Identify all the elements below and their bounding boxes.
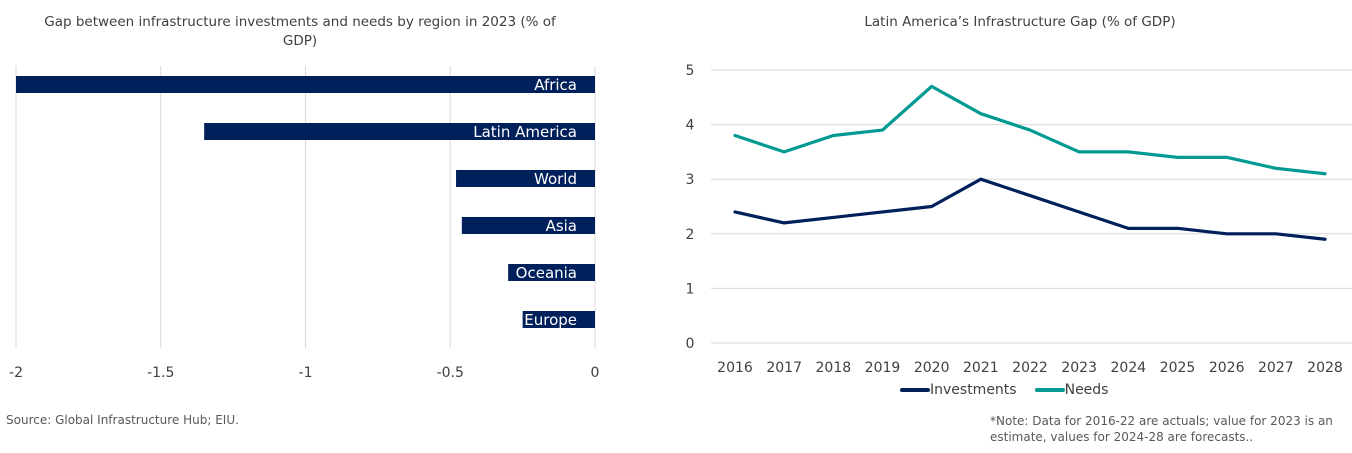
line-chart-title: Latin America’s Infrastructure Gap (% of… [864,14,1176,30]
x-tick-label: 2027 [1258,360,1294,376]
x-tick-label: 2019 [865,360,901,376]
x-tick-label: 2020 [914,360,950,376]
legend-label-needs: Needs [1064,382,1109,398]
bar-label: World [534,170,577,188]
y-tick-label: 5 [686,63,695,79]
legend-swatch-needs [1034,388,1065,392]
line-chart: 0 1 2 3 4 5 2016 2017 2018 2019 2020 2021 2022 2023 20… [686,63,1352,376]
line-chart-legend: Investments Needs [900,382,1108,398]
bar-label: Asia [546,217,577,235]
x-tick-label: -1.5 [147,365,174,381]
x-tick-label: 2026 [1209,360,1245,376]
x-tick-label: 2021 [963,360,999,376]
y-tick-label: 3 [686,172,695,188]
bar-latin-america [204,123,596,140]
y-tick-label: 2 [686,227,695,243]
legend-label-investments: Investments [930,382,1017,398]
x-tick-label: 2018 [816,360,852,376]
y-tick-label: 4 [686,118,695,134]
bar-oceania [508,264,595,281]
legend-swatch-investments [900,388,930,392]
bar-label: Latin America [473,123,577,141]
bar-chart-title: Gap between infrastructure investments a… [44,14,556,49]
bar-label: Africa [534,76,577,94]
legend-item-needs: Needs [1034,382,1109,398]
x-tick-label: 2028 [1307,360,1343,376]
bar-label: Europe [524,311,577,329]
legend-item-investments: Investments [900,382,1017,398]
footnote: *Note: Data for 2016-22 are actuals; val… [990,414,1333,444]
y-tick-label: 1 [686,281,695,297]
bar-label: Oceania [516,264,577,282]
bar-asia [461,217,595,234]
y-tick-label: 0 [686,336,695,352]
bar-europe [522,311,595,328]
series-line-investments [733,177,1327,241]
x-tick-label: 2023 [1061,360,1097,376]
x-tick-label: 2016 [717,360,753,376]
x-tick-label: 2022 [1012,360,1048,376]
bar-world [456,170,595,187]
x-tick-label: -1 [299,365,313,381]
source-note: Source: Global Infrastructure Hub; EIU. [6,413,239,427]
bar-chart: -2 -1.5 -1 -0.5 0 Africa Latin America World Asi… [9,66,600,381]
x-tick-label: 2024 [1111,360,1147,376]
bar-africa [16,76,595,93]
x-tick-label: 0 [591,365,600,381]
x-tick-label: 2017 [766,360,802,376]
x-tick-label: -0.5 [437,365,464,381]
x-tick-label: 2025 [1160,360,1196,376]
x-tick-label: -2 [9,365,23,381]
